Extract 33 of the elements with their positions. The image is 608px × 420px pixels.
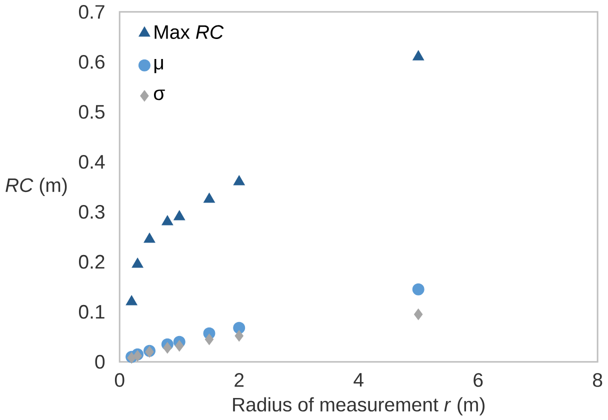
point	[162, 215, 174, 226]
y-tick-label: 0.2	[78, 254, 104, 269]
x-tick-label: 6	[474, 372, 483, 387]
point	[204, 333, 214, 345]
point	[163, 342, 172, 354]
point	[233, 322, 246, 334]
x-axis-title: Radius of measurement r (m)	[233, 397, 484, 416]
point	[126, 295, 138, 306]
legend-label: Max RC	[154, 25, 224, 39]
y-tick-label: 0.1	[78, 304, 104, 319]
point	[414, 308, 423, 320]
point	[412, 50, 424, 60]
point	[412, 283, 424, 296]
point	[175, 340, 184, 352]
y-axis-title: RC (m)	[6, 178, 67, 196]
y-tick-label: 0.5	[78, 104, 104, 119]
x-tick-label: 0	[114, 372, 124, 387]
point	[132, 258, 144, 268]
x-tick-label: 4	[354, 372, 364, 386]
point	[234, 330, 244, 342]
y-tick-label: 0.3	[78, 204, 104, 219]
y-tick-label: 0.4	[78, 154, 105, 169]
point	[144, 232, 156, 243]
point	[233, 175, 245, 186]
y-tick-label: 0.7	[78, 4, 104, 19]
y-tick-label: 0.6	[78, 54, 104, 69]
x-tick-label: 2	[234, 372, 244, 387]
point	[203, 192, 215, 203]
legend-label: σ	[154, 89, 165, 100]
legend-label: μ	[154, 58, 163, 73]
y-tick-label: 0	[95, 354, 105, 369]
x-tick-label: 8	[593, 372, 602, 387]
point	[174, 210, 186, 220]
